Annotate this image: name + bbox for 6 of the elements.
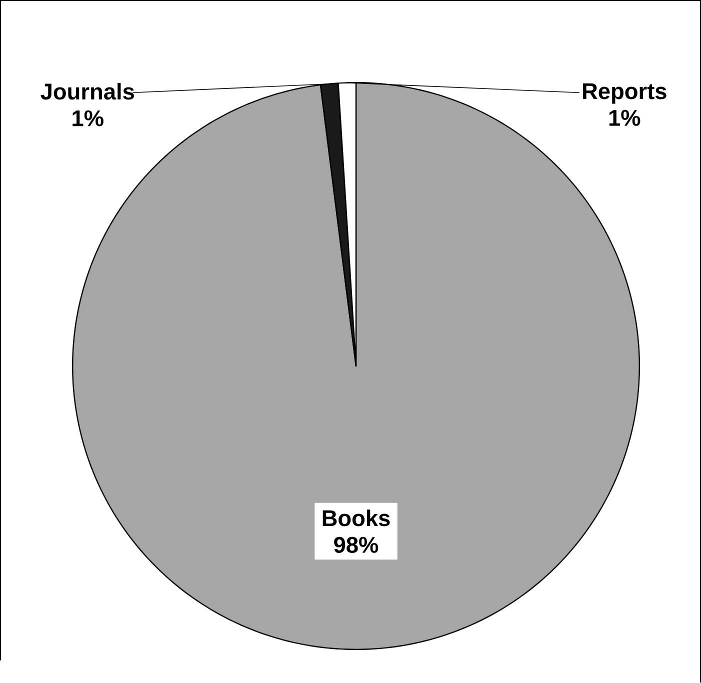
slice-label: Reports	[583, 83, 666, 104]
data-label: 1%	[609, 110, 640, 126]
slice-label: Journals	[40, 83, 134, 100]
data-label: 1%	[72, 110, 104, 126]
data-label: 98%	[334, 536, 378, 553]
slice-label: Books	[322, 510, 390, 526]
